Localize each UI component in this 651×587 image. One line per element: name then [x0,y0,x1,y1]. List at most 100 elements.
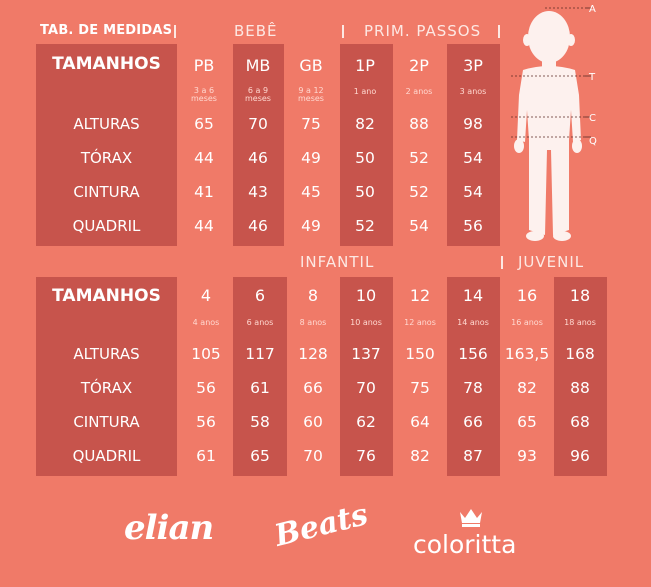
table-title: TAB. DE MEDIDAS [40,23,173,38]
table-cell: 105 [191,345,221,363]
table-cell: 75 [410,379,430,397]
table-cell: 70 [248,115,268,133]
size-header: 4 [200,286,212,305]
child-silhouette-icon [514,11,582,241]
table-cell: 78 [463,379,483,397]
table-cell: 60 [303,413,323,431]
age-label: 3 anos [459,87,487,96]
age-label: 10 anos [350,318,382,327]
age-label: 4 anos [192,318,220,327]
table-cell: 50 [355,149,375,167]
table2-shaded-column-18 [554,277,607,476]
table-cell: 64 [410,413,430,431]
table-cell: 156 [458,345,488,363]
table-cell: 65 [250,447,270,465]
table-cell: 150 [405,345,435,363]
group-separator [342,25,344,38]
table-cell: 52 [355,217,375,235]
age-label: 6 a 9 meses [245,86,271,103]
table1-header-label: TAMANHOS [52,54,161,74]
table-cell: 49 [301,149,321,167]
table-cell: 82 [355,115,375,133]
size-header: 12 [409,286,431,305]
table2-label-column [36,277,177,476]
age-label: 12 anos [404,318,436,327]
table-cell: 70 [356,379,376,397]
child-silhouette-figure: A T C Q [511,4,597,241]
table-cell: 82 [517,379,537,397]
table-cell: 61 [250,379,270,397]
brand-logo-beats: Beats [271,497,372,554]
group-separator [501,256,503,269]
brand-logo-coloritta: coloritta [413,530,517,559]
marker-t: T [588,72,596,83]
age-label: 1 ano [353,87,377,96]
table-cell: 54 [463,183,483,201]
table-cell: 137 [351,345,381,363]
size-header: 6 [254,286,266,305]
table-cell: 87 [463,447,483,465]
age-label: 3 a 6 meses [191,86,217,103]
group-label-bebe: BEBÊ [234,22,278,40]
age-label: 8 anos [299,318,327,327]
size-header: 14 [462,286,484,305]
age-label: 2 anos [405,87,433,96]
group-label-juvenil: JUVENIL [518,253,585,271]
table-cell: 44 [194,149,214,167]
table-cell: 93 [517,447,537,465]
size-header: PB [193,56,215,75]
row-label: ALTURAS [73,345,140,363]
crown-icon [460,509,482,527]
row-label: QUADRIL [72,447,141,465]
marker-c: C [589,113,596,124]
table-cell: 65 [517,413,537,431]
table-cell: 68 [570,413,590,431]
title-separator [174,25,176,38]
table1-label-column [36,44,177,246]
size-header: 1P [355,56,375,75]
size-header: MB [245,56,271,75]
table2-shaded-column-14 [447,277,500,476]
group-separator [498,25,500,38]
table-cell: 49 [301,217,321,235]
table1-shaded-column-1p [340,44,393,246]
table-cell: 41 [194,183,214,201]
size-header: 3P [463,56,483,75]
table2-shaded-column-6 [233,277,287,476]
size-header: 10 [355,286,377,305]
row-label: TÓRAX [80,149,133,167]
table-cell: 46 [248,217,268,235]
table-cell: 54 [409,217,429,235]
size-header: 16 [516,286,538,305]
age-label: 14 anos [457,318,489,327]
table-cell: 88 [409,115,429,133]
age-label: 6 anos [246,318,274,327]
brand-logo-elian: elian [124,508,214,548]
table-cell: 45 [301,183,321,201]
table-cell: 52 [409,149,429,167]
marker-a: A [589,4,596,15]
table-cell: 43 [248,183,268,201]
table-cell: 66 [463,413,483,431]
table-cell: 44 [194,217,214,235]
row-label: CINTURA [73,413,140,431]
table-cell: 82 [410,447,430,465]
table-cell: 88 [570,379,590,397]
table-cell: 58 [250,413,270,431]
table-cell: 117 [245,345,275,363]
marker-q: Q [589,136,597,147]
table-cell: 66 [303,379,323,397]
table-cell: 56 [463,217,483,235]
size-header: 18 [569,286,591,305]
table-cell: 75 [301,115,321,133]
table1-shaded-column-3p [447,44,500,246]
table-cell: 56 [196,413,216,431]
table-cell: 52 [409,183,429,201]
row-label: TÓRAX [80,379,133,397]
table-cell: 96 [570,447,590,465]
table2-header-label: TAMANHOS [52,286,161,306]
table-cell: 61 [196,447,216,465]
age-label: 16 anos [511,318,543,327]
size-header: 8 [307,286,319,305]
table-cell: 65 [194,115,214,133]
